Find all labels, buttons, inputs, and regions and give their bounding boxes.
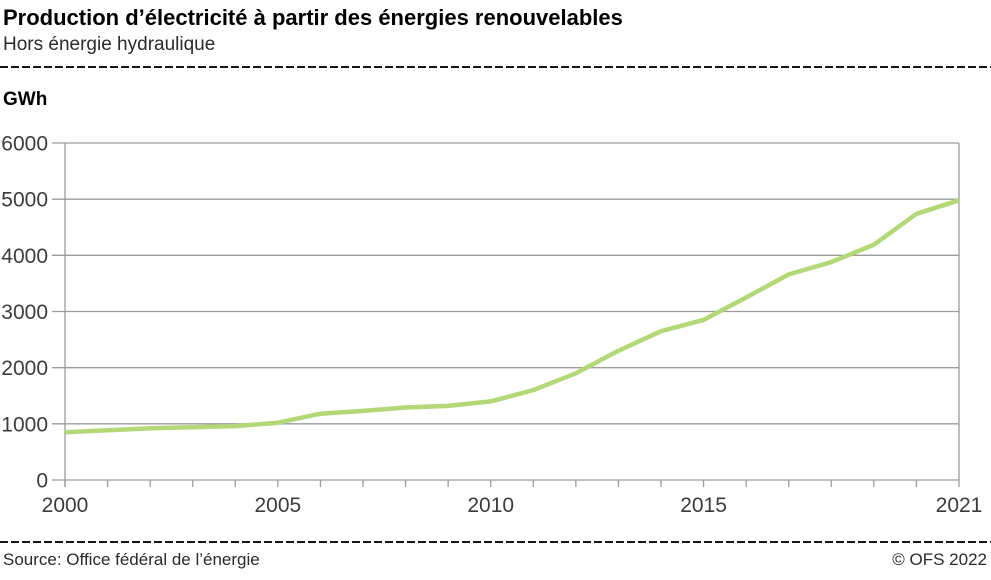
y-axis-unit-label: GWh (3, 89, 48, 110)
footer-divider (0, 541, 991, 543)
y-tick-label: 1000 (1, 413, 48, 436)
x-tick-label: 2000 (42, 494, 89, 517)
data-series-line (64, 198, 960, 435)
y-tick-label: 3000 (1, 301, 48, 324)
page-subtitle: Hors énergie hydraulique (3, 34, 216, 55)
page-title: Production d’électricité à partir des én… (3, 5, 623, 30)
y-tick-label: 4000 (1, 245, 48, 268)
y-tick-label: 5000 (1, 189, 48, 212)
x-tick-label: 2005 (254, 494, 301, 517)
line-chart: 0 1000 2000 3000 4000 5000 6000 2000 2005 2010 201… (1, 133, 983, 518)
y-tick-label: 6000 (1, 133, 48, 156)
header-divider (0, 66, 991, 68)
x-tick-label: 2021 (936, 494, 983, 517)
x-tick-label: 2010 (467, 494, 514, 517)
copyright-text: © OFS 2022 (892, 550, 987, 569)
y-tick-label: 2000 (1, 357, 48, 380)
source-text: Source: Office fédéral de l’énergie (3, 550, 260, 569)
y-tick-label: 0 (36, 470, 48, 493)
x-tick-label: 2015 (680, 494, 727, 517)
